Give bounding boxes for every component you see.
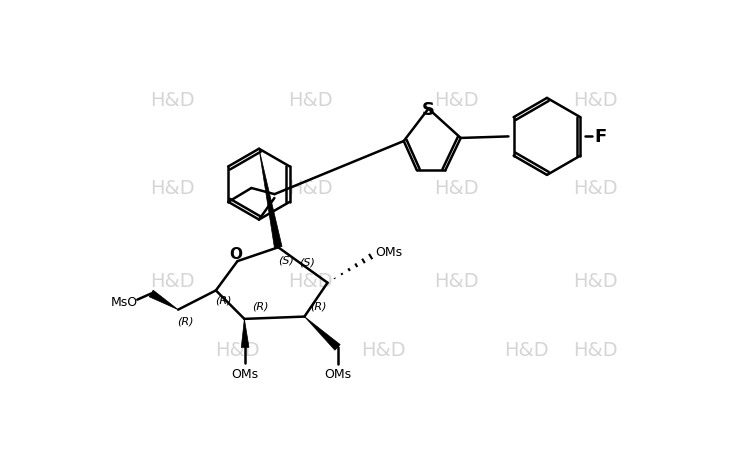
- Text: H&D: H&D: [504, 341, 548, 359]
- Text: (R): (R): [253, 301, 269, 311]
- Text: O: O: [229, 246, 242, 262]
- Text: H&D: H&D: [288, 272, 333, 290]
- Text: H&D: H&D: [434, 272, 479, 290]
- Text: OMs: OMs: [232, 367, 259, 380]
- Text: H&D: H&D: [573, 91, 618, 110]
- Text: OMs: OMs: [324, 367, 351, 380]
- Text: H&D: H&D: [288, 91, 333, 110]
- Text: F: F: [595, 128, 607, 146]
- Text: (R): (R): [215, 295, 232, 305]
- Text: (R): (R): [177, 316, 194, 326]
- Text: MsO: MsO: [110, 296, 138, 309]
- Text: H&D: H&D: [150, 272, 194, 290]
- Text: H&D: H&D: [150, 179, 194, 198]
- Text: H&D: H&D: [573, 272, 618, 290]
- Text: S: S: [422, 101, 435, 119]
- Text: H&D: H&D: [361, 341, 406, 359]
- Text: H&D: H&D: [434, 91, 479, 110]
- Text: H&D: H&D: [573, 179, 618, 198]
- Text: OMs: OMs: [375, 246, 402, 259]
- Text: H&D: H&D: [150, 91, 194, 110]
- Polygon shape: [149, 290, 178, 310]
- Text: H&D: H&D: [434, 179, 479, 198]
- Text: (S): (S): [278, 255, 294, 265]
- Polygon shape: [241, 319, 249, 348]
- Text: H&D: H&D: [573, 341, 618, 359]
- Polygon shape: [259, 149, 282, 249]
- Text: H&D: H&D: [215, 341, 260, 359]
- Text: (S): (S): [299, 257, 315, 267]
- Polygon shape: [305, 317, 340, 350]
- Text: H&D: H&D: [288, 179, 333, 198]
- Text: (R): (R): [310, 301, 326, 311]
